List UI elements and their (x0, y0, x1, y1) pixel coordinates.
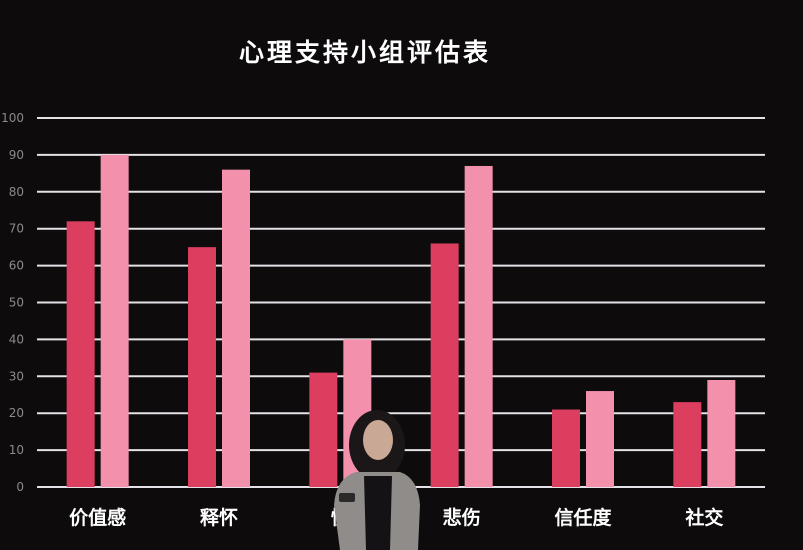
bar-series-1 (673, 402, 702, 487)
y-tick-label: 30 (9, 369, 24, 383)
y-tick-label: 60 (9, 259, 24, 273)
presenter-shirt (364, 476, 392, 550)
presenter (334, 410, 420, 550)
x-category-label: 释怀 (200, 506, 238, 529)
x-category-label: 价值感 (69, 506, 126, 529)
y-tick-label: 40 (9, 332, 24, 346)
bar-series-1 (309, 372, 338, 487)
bars (66, 154, 736, 487)
y-axis-ticks: 0 10 20 30 40 50 60 70 80 90 100 (1, 111, 24, 494)
y-tick-label: 80 (9, 185, 24, 199)
bar-series-2 (100, 154, 129, 487)
x-category-label: 悲伤 (443, 506, 481, 529)
y-tick-label: 70 (9, 222, 24, 236)
bar-series-2 (222, 169, 250, 487)
presenter-face (363, 420, 393, 460)
y-tick-label: 100 (1, 111, 24, 125)
bar-series-2 (586, 391, 614, 487)
chart-title: 心理支持小组评估表 (239, 38, 491, 67)
presenter-remote (339, 493, 355, 502)
bar-series-1 (430, 243, 459, 487)
gridlines (37, 117, 765, 488)
y-tick-label: 0 (16, 480, 24, 494)
bar-series-1 (188, 247, 216, 487)
x-category-label: 信任度 (554, 506, 612, 529)
y-tick-label: 50 (9, 296, 24, 310)
y-tick-label: 10 (9, 443, 24, 457)
bar-series-2 (464, 165, 493, 487)
bar-series-1 (66, 221, 95, 487)
y-tick-label: 90 (9, 148, 24, 162)
bar-series-2 (707, 379, 736, 487)
x-category-label: 社交 (684, 506, 723, 529)
bar-series-1 (552, 409, 580, 487)
y-tick-label: 20 (9, 406, 24, 420)
